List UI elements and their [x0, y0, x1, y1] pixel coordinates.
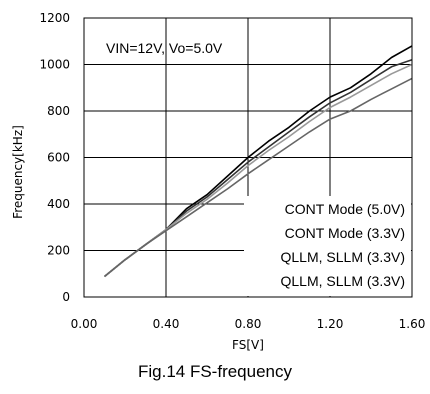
y-tick-label: 200 [47, 244, 70, 258]
y-tick-label: 400 [47, 197, 70, 211]
chart-annotation: VIN=12V, Vo=5.0V [106, 40, 223, 56]
x-tick-label: 0.00 [71, 317, 98, 331]
y-tick-label: 800 [47, 104, 70, 118]
legend-entry-1: CONT Mode (5.0V) [285, 201, 405, 217]
legend-background [244, 196, 411, 296]
y-tick-label: 1200 [39, 11, 70, 25]
legend-entry-2: CONT Mode (3.3V) [285, 225, 405, 241]
figure-caption: Fig.14 FS-frequency [137, 362, 292, 381]
x-tick-label: 0.80 [235, 317, 262, 331]
x-tick-label: 1.20 [317, 317, 344, 331]
series-layer [103, 45, 413, 278]
x-axis-label: FS[V] [232, 338, 264, 352]
legend-entry-3: QLLM, SLLM (3.3V) [281, 249, 406, 265]
y-tick-label: 0 [62, 290, 70, 304]
axis-ticks: 0 200 400 600 800 1000 1200 0.00 0.40 0.80 1.20 1.6… [39, 11, 425, 331]
legend-entry-4: QLLM, SLLM (3.3V) [281, 273, 406, 289]
y-tick-label: 1000 [39, 58, 70, 72]
series-line-4 [103, 77, 413, 278]
legend: CONT Mode (5.0V) CONT Mode (3.3V) QLLM, SL… [244, 196, 411, 296]
x-tick-label: 0.40 [153, 317, 180, 331]
x-tick-label: 1.60 [399, 317, 426, 331]
y-axis-label: Frequency[kHz] [11, 125, 25, 219]
y-tick-label: 600 [47, 151, 70, 165]
plot-frame [83, 17, 413, 298]
